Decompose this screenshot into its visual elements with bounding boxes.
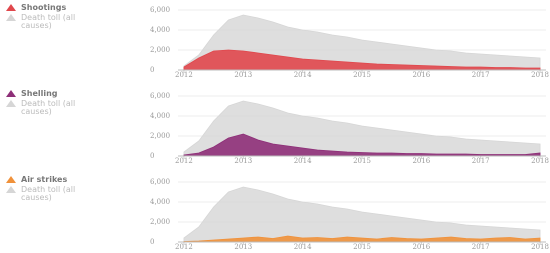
x-tick-label: 2018	[531, 243, 549, 251]
y-tick-label: 6,000	[150, 178, 170, 186]
y-tick-label: 0	[150, 66, 154, 74]
y-tick-label: 6,000	[150, 6, 170, 14]
x-tick-label: 2012	[175, 71, 193, 79]
legend-swatch	[6, 176, 16, 183]
x-tick-label: 2015	[353, 157, 371, 165]
y-tick-label: 4,000	[150, 198, 170, 206]
page: {"chart_data": [ {"type": "area", "x": […	[0, 0, 550, 253]
legend-label: Shelling	[21, 90, 81, 98]
x-tick-label: 2017	[472, 243, 490, 251]
x-tick-label: 2016	[412, 157, 430, 165]
legend-swatch	[6, 90, 16, 97]
x-tick-label: 2014	[294, 243, 312, 251]
y-tick-label: 2,000	[150, 132, 170, 140]
x-tick-label: 2015	[353, 243, 371, 251]
legend-label: Air strikes	[21, 176, 81, 184]
legend-item: Death toll (all causes)	[6, 14, 136, 30]
legend-item: Air strikes	[6, 176, 136, 184]
legend-label: Death toll (all causes)	[21, 14, 81, 30]
legend-swatch	[6, 186, 16, 193]
x-tick-label: 2013	[234, 157, 252, 165]
legend-swatch	[6, 4, 16, 11]
x-tick-label: 2013	[234, 71, 252, 79]
x-tick-label: 2017	[472, 157, 490, 165]
legend-label: Death toll (all causes)	[21, 186, 81, 202]
y-tick-label: 0	[150, 238, 154, 246]
x-tick-label: 2014	[294, 71, 312, 79]
y-tick-label: 2,000	[150, 46, 170, 54]
y-tick-label: 2,000	[150, 218, 170, 226]
legend-label: Death toll (all causes)	[21, 100, 81, 116]
x-tick-label: 2013	[234, 243, 252, 251]
area	[184, 187, 540, 242]
x-tick-label: 2014	[294, 157, 312, 165]
x-tick-label: 2016	[412, 71, 430, 79]
x-tick-label: 2017	[472, 71, 490, 79]
legend-item: Shelling	[6, 90, 136, 98]
x-tick-label: 2015	[353, 71, 371, 79]
x-tick-label: 2018	[531, 71, 549, 79]
legend: Shelling Death toll (all causes)	[6, 90, 136, 118]
legend: Air strikes Death toll (all causes)	[6, 176, 136, 204]
legend-item: Death toll (all causes)	[6, 100, 136, 116]
y-tick-label: 0	[150, 152, 154, 160]
x-tick-label: 2012	[175, 157, 193, 165]
x-tick-label: 2018	[531, 157, 549, 165]
legend-swatch	[6, 14, 16, 21]
chart: 0 2,000 4,000 6,000 2012 2013 2014 2015 2016 2017…	[0, 0, 550, 253]
legend-label: Shootings	[21, 4, 81, 12]
legend: Shootings Death toll (all causes)	[6, 4, 136, 32]
y-tick-label: 6,000	[150, 92, 170, 100]
y-tick-label: 4,000	[150, 112, 170, 120]
x-tick-label: 2012	[175, 243, 193, 251]
legend-item: Death toll (all causes)	[6, 186, 136, 202]
legend-swatch	[6, 100, 16, 107]
x-tick-label: 2016	[412, 243, 430, 251]
legend-item: Shootings	[6, 4, 136, 12]
y-tick-label: 4,000	[150, 26, 170, 34]
